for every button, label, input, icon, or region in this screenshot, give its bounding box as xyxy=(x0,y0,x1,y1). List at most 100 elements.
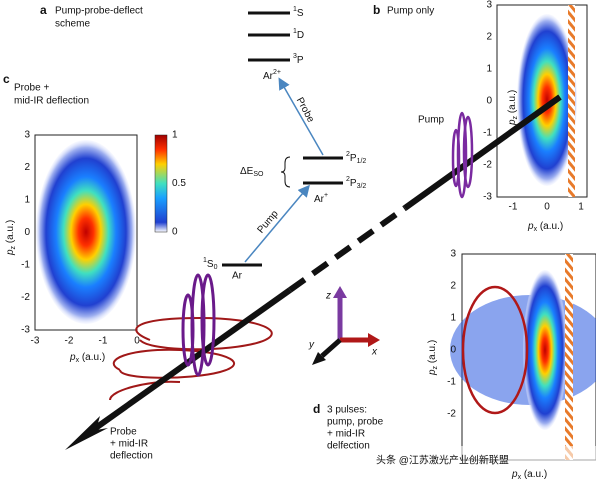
ion-label-sup: 2+ xyxy=(273,69,281,76)
arrowhead xyxy=(333,286,347,298)
level-label-sup: 1 xyxy=(203,257,207,264)
level-label-sub: 3/2 xyxy=(357,183,367,190)
colorbar xyxy=(154,134,168,233)
panel-title: Probe + xyxy=(14,83,49,94)
y-axis-label: pz (a.u.) xyxy=(5,220,18,256)
x-tick-label: -3 xyxy=(31,336,40,347)
panel-title: + mid-IR xyxy=(327,429,365,440)
panel-title: Pump-probe-deflect xyxy=(55,6,143,17)
plot-frame xyxy=(496,4,588,198)
level-label-sup: 2 xyxy=(346,151,350,158)
y-axis-label: pz (a.u.) xyxy=(427,340,440,376)
y-tick-label: 1 xyxy=(24,195,30,206)
probe-arrow xyxy=(278,77,324,156)
colorbar-tick-label: 0 xyxy=(172,227,178,238)
y-tick-label: -2 xyxy=(21,292,30,303)
panel-letter: c xyxy=(3,72,10,86)
y-axis-label-sub: z xyxy=(10,245,17,249)
x-tick-label: 0 xyxy=(544,202,550,213)
x-axis-label-sub: x xyxy=(76,357,80,364)
arrowhead xyxy=(368,333,380,347)
hatched-line xyxy=(565,254,573,460)
y-tick-label: 2 xyxy=(486,32,492,43)
y-axis-label-sub: z xyxy=(432,365,439,369)
heatmap xyxy=(523,270,567,430)
splitting-label-main: ΔE xyxy=(240,166,254,177)
y-axis-label-main: p xyxy=(427,369,438,376)
level-label-main: D xyxy=(297,30,304,41)
x-tick-label: -1 xyxy=(509,202,518,213)
level-label: 2P3/2 xyxy=(346,176,366,190)
y-axis-label: pz (a.u.) xyxy=(507,90,520,126)
energy-levels xyxy=(222,11,343,267)
colorbar-tick-label: 0.5 xyxy=(172,178,186,189)
x-axis-label-unit: (a.u.) xyxy=(521,469,547,480)
level-label-sup: 2 xyxy=(346,176,350,183)
beam xyxy=(403,94,562,211)
y-axis-label-unit: (a.u.) xyxy=(5,220,16,246)
heatmap xyxy=(517,14,577,186)
x-axis-label: px (a.u.) xyxy=(527,221,563,234)
y-tick-label: 0 xyxy=(450,345,456,356)
y-tick-label: 0 xyxy=(486,96,492,107)
probe-pulse xyxy=(181,273,216,377)
y-tick-label: -1 xyxy=(21,260,30,271)
splitting-label: ΔESO xyxy=(240,166,264,179)
pump-arrow xyxy=(244,184,310,263)
x-axis-label: px (a.u.) xyxy=(511,469,547,480)
level-label-main: S xyxy=(297,8,304,19)
panel-letter: b xyxy=(373,3,380,17)
arrow-label: Pump xyxy=(255,208,280,235)
x-tick-label: -1 xyxy=(99,336,108,347)
level-label: 1S0 xyxy=(203,257,218,271)
watermark: 头条 @江苏激光产业创新联盟 xyxy=(376,454,509,467)
ion-label: Ar+ xyxy=(314,192,328,204)
level-label-sup: 3 xyxy=(293,53,297,60)
x-tick-label: 0 xyxy=(134,336,140,347)
level-label: 3P xyxy=(293,53,304,65)
splitting-label-sub: SO xyxy=(253,171,264,178)
level-label-main: S xyxy=(207,259,214,270)
atom-label: Ar xyxy=(232,271,243,282)
plot-frame xyxy=(34,134,138,331)
level-label-main: P xyxy=(350,153,357,164)
y-tick-label: 2 xyxy=(24,162,30,173)
panel-title: Pump only xyxy=(387,6,434,17)
mid-ir-spiral xyxy=(109,316,273,401)
panel-title: pump, probe xyxy=(327,417,384,428)
beam-arrowhead xyxy=(65,416,108,450)
y-tick-label: 3 xyxy=(486,0,492,11)
y-tick-label: 1 xyxy=(486,64,492,75)
panel-title: 3 pulses: xyxy=(327,405,367,416)
ion-label-main: Ar xyxy=(263,71,274,82)
y-axis-label-unit: (a.u.) xyxy=(507,90,518,116)
x-axis-label-main: p xyxy=(511,469,518,480)
y-tick-label: -3 xyxy=(483,192,492,203)
pulse-label: Pump xyxy=(418,115,445,126)
y-axis-arrow xyxy=(320,338,342,358)
axis-letter: z xyxy=(325,291,331,302)
x-axis-label-sub: x xyxy=(534,226,538,233)
level-label-main: P xyxy=(350,178,357,189)
arrowhead xyxy=(312,352,326,365)
y-tick-label: 2 xyxy=(450,281,456,292)
panel-title: mid-IR deflection xyxy=(14,96,89,107)
panel-title: delfection xyxy=(327,441,370,452)
y-tick-label: -3 xyxy=(21,325,30,336)
level-label: 1S xyxy=(293,6,304,18)
y-tick-label: 1 xyxy=(450,313,456,324)
axis-letter: y xyxy=(308,340,315,351)
pump-pulse xyxy=(451,111,474,199)
highlight-ellipse xyxy=(461,285,529,415)
level-label-main: P xyxy=(297,55,304,66)
watermark-bg xyxy=(370,446,596,476)
beam xyxy=(288,205,407,293)
x-axis-label-unit: (a.u.) xyxy=(537,221,563,232)
level-label: 2P1/2 xyxy=(346,151,366,165)
heatmap xyxy=(36,140,136,324)
y-tick-label: 3 xyxy=(24,130,30,141)
level-label-sup: 1 xyxy=(293,28,297,35)
level-label-sub: 1/2 xyxy=(357,158,367,165)
y-tick-label: -1 xyxy=(483,128,492,139)
